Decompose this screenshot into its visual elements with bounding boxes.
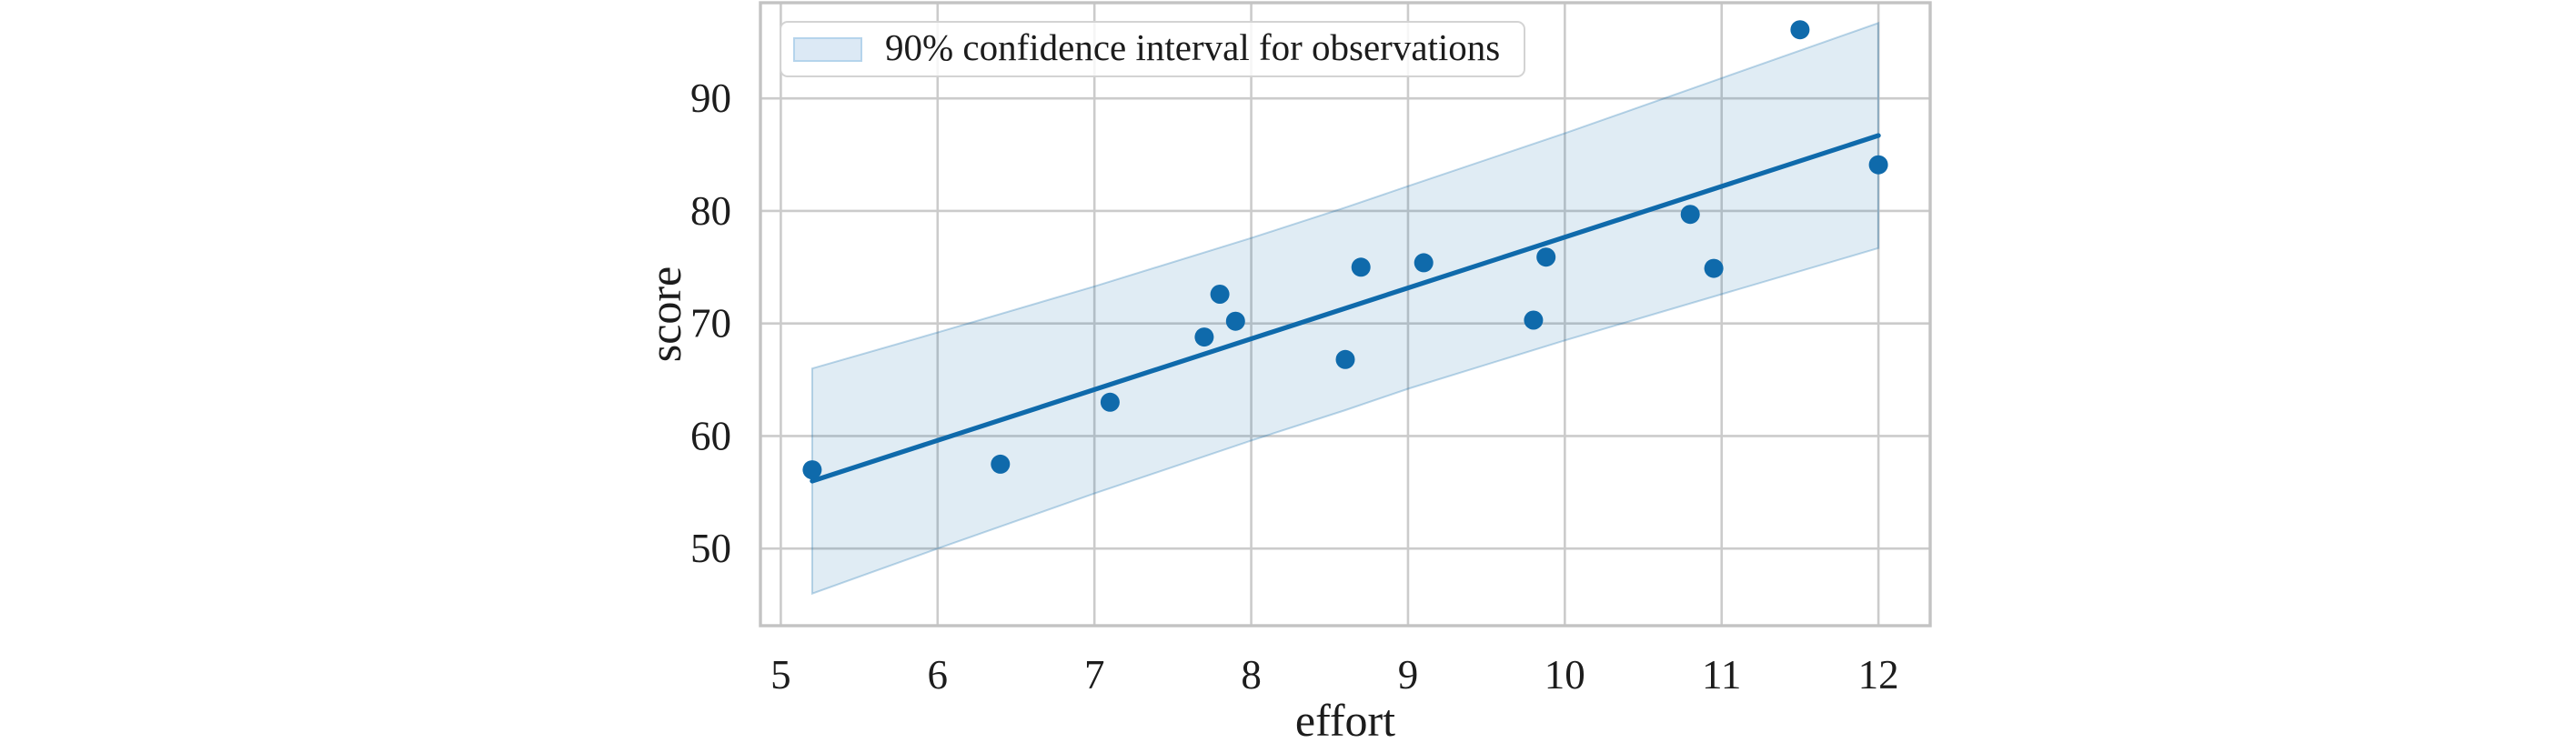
data-point — [802, 460, 822, 480]
x-tick-label-7: 7 — [1084, 652, 1105, 698]
y-tick-label-70: 70 — [690, 301, 731, 346]
data-point — [1414, 253, 1434, 273]
data-point — [1524, 310, 1544, 330]
data-point — [1225, 311, 1245, 331]
y-tick-label-90: 90 — [690, 75, 731, 121]
axes-spines — [759, 1, 1932, 628]
x-tick-label-10: 10 — [1545, 652, 1585, 698]
data-point — [1680, 205, 1700, 225]
data-point — [1790, 20, 1810, 40]
data-point — [1210, 285, 1230, 304]
legend-swatch-confidence-band — [793, 36, 862, 62]
data-point — [1100, 392, 1120, 412]
data-point — [1351, 257, 1371, 277]
y-tick-label-50: 50 — [690, 526, 731, 571]
data-point — [1194, 327, 1214, 347]
regression-line — [810, 133, 1881, 484]
data-point — [991, 454, 1011, 474]
legend: 90% confidence interval for observations — [780, 21, 1526, 77]
y-axis-label: score — [639, 266, 690, 363]
x-tick-label-9: 9 — [1398, 652, 1419, 698]
x-tick-label-5: 5 — [770, 652, 791, 698]
x-tick-label-8: 8 — [1241, 652, 1262, 698]
data-point — [1335, 349, 1355, 369]
data-point — [1704, 258, 1724, 278]
x-tick-label-6: 6 — [928, 652, 949, 698]
x-tick-label-11: 11 — [1702, 652, 1741, 698]
y-tick-label-60: 60 — [690, 414, 731, 459]
data-point — [1536, 247, 1556, 267]
data-point — [1868, 155, 1888, 175]
y-tick-label-80: 80 — [690, 188, 731, 234]
x-axis-label: effort — [1295, 695, 1395, 743]
legend-label: 90% confidence interval for observations — [885, 25, 1501, 68]
x-tick-label-12: 12 — [1858, 652, 1899, 698]
